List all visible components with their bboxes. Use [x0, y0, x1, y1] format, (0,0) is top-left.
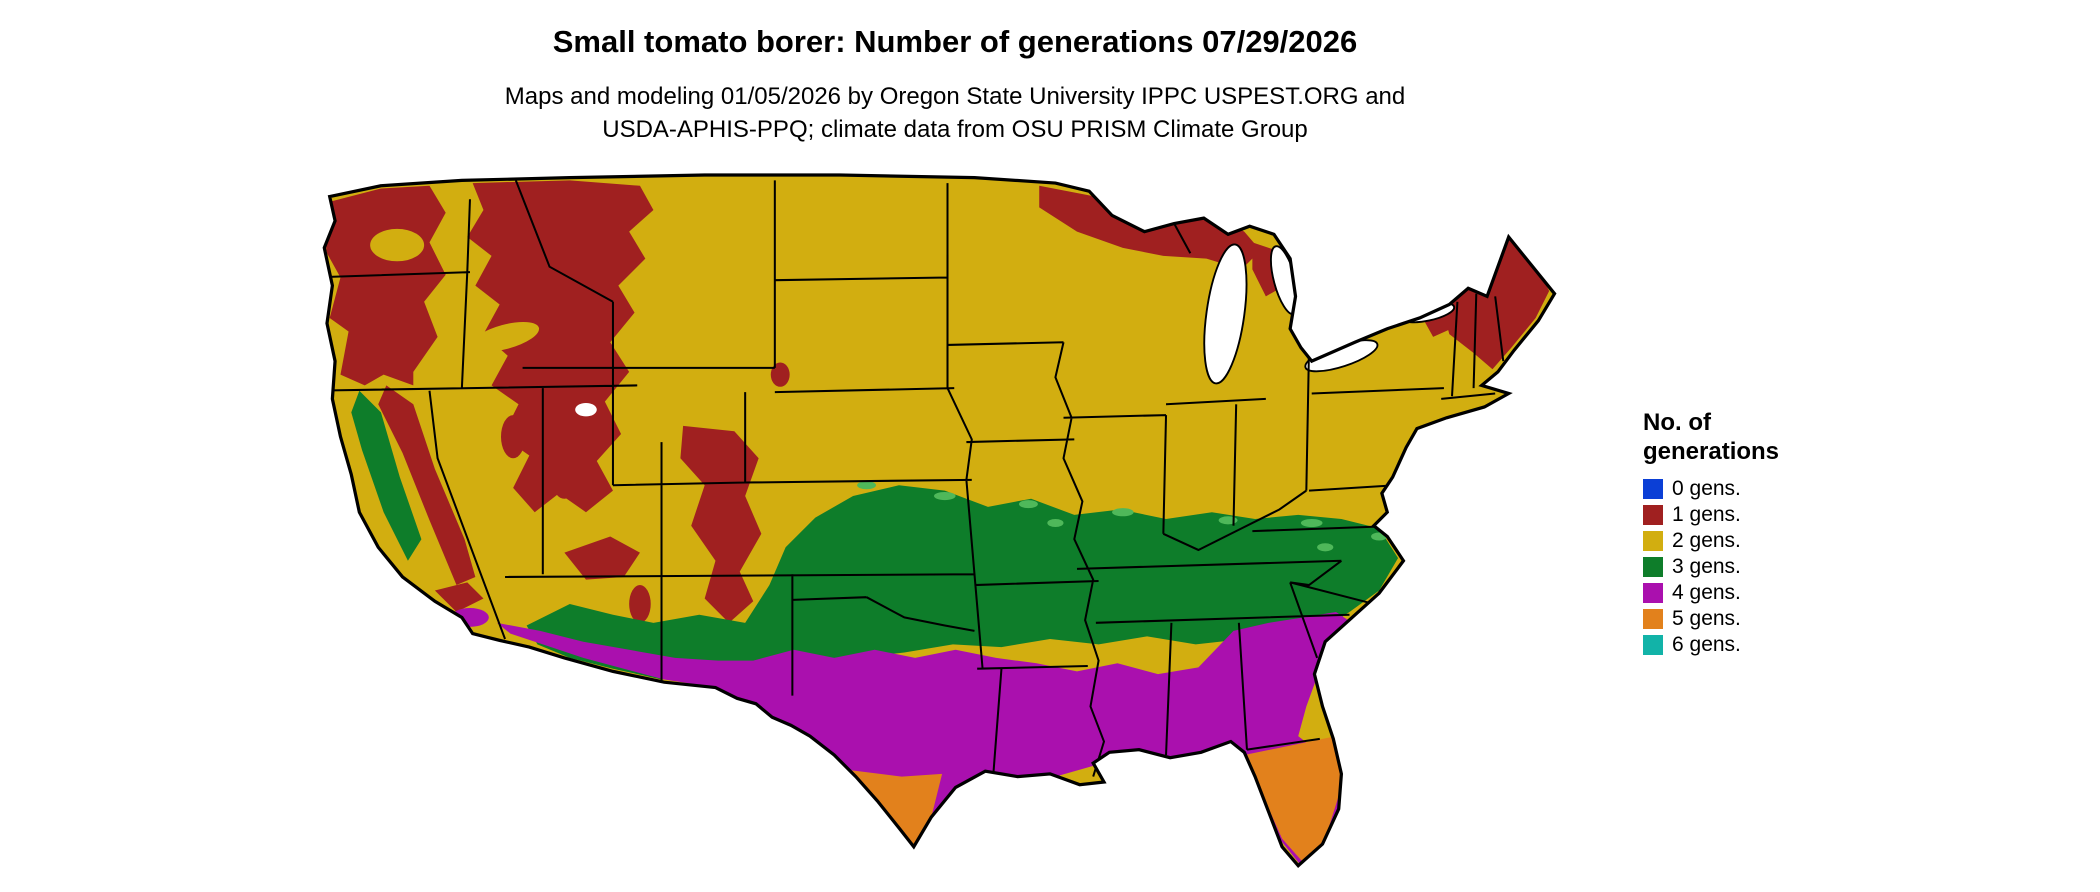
- map-title: Small tomato borer: Number of generation…: [552, 24, 1358, 59]
- lake-michigan: [1203, 243, 1248, 385]
- legend-item: 3 gens.: [1643, 554, 1779, 580]
- legend-item: 6 gens.: [1643, 632, 1779, 658]
- legend-item: 0 gens.: [1643, 476, 1779, 502]
- legend-swatch-2gens: [1643, 531, 1663, 551]
- map-region-3gens-light: [857, 481, 1388, 552]
- legend-swatch-4gens: [1643, 583, 1663, 603]
- legend-item: 2 gens.: [1643, 528, 1779, 554]
- legend-swatch-6gens: [1643, 635, 1663, 655]
- map-image: [300, 172, 1595, 874]
- legend-swatch-0gens: [1643, 479, 1663, 499]
- great-salt-lake: [575, 402, 597, 417]
- map-region-2gens-basins: [370, 228, 678, 399]
- legend-item: 5 gens.: [1643, 606, 1779, 632]
- legend-item-label: 3 gens.: [1672, 555, 1741, 578]
- legend-item-label: 4 gens.: [1672, 581, 1741, 604]
- map-subtitle-line1: Maps and modeling 01/05/2026 by Oregon S…: [504, 83, 1406, 110]
- legend-item: 1 gens.: [1643, 502, 1779, 528]
- state-borders: [324, 179, 1505, 777]
- legend-swatch-3gens: [1643, 557, 1663, 577]
- legend-item-label: 5 gens.: [1672, 607, 1741, 630]
- us-map-svg: [322, 173, 1557, 874]
- map-region-3gens: [351, 390, 1399, 680]
- legend-title: No. of generations: [1643, 408, 1779, 466]
- legend-item: 4 gens.: [1643, 580, 1779, 606]
- legend-swatch-5gens: [1643, 609, 1663, 629]
- map-subtitle: Maps and modeling 01/05/2026 by Oregon S…: [0, 80, 1910, 146]
- legend-item-label: 6 gens.: [1672, 633, 1741, 656]
- legend-item-label: 1 gens.: [1672, 503, 1741, 526]
- legend-swatch-1gens: [1643, 505, 1663, 525]
- legend-title-line1: No. of: [1643, 409, 1711, 436]
- us-outline: [322, 173, 1557, 868]
- map-region-6gens: [1267, 866, 1291, 874]
- legend-item-label: 2 gens.: [1672, 529, 1741, 552]
- map-subtitle-line2: USDA-APHIS-PPQ; climate data from OSU PR…: [602, 116, 1308, 143]
- legend: No. of generations 0 gens. 1 gens. 2 gen…: [1643, 408, 1779, 658]
- legend-title-line2: generations: [1643, 438, 1780, 465]
- legend-item-label: 0 gens.: [1672, 477, 1741, 500]
